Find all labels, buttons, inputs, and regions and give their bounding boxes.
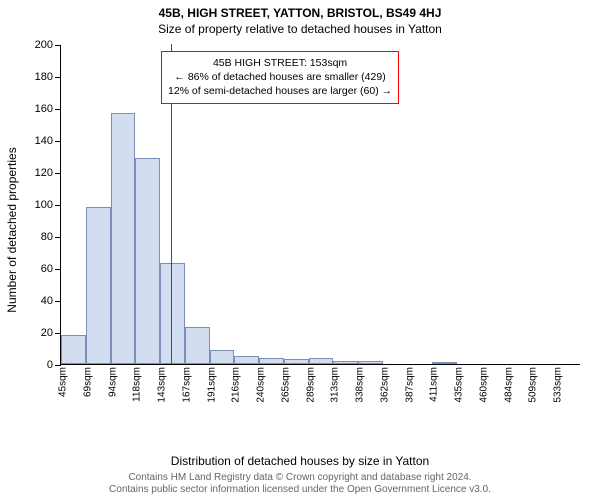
x-tick-label: 411sqm bbox=[429, 367, 440, 402]
annotation-box: 45B HIGH STREET: 153sqm← 86% of detached… bbox=[161, 51, 399, 104]
x-tick-label: 435sqm bbox=[454, 367, 465, 403]
x-tick-label: 338sqm bbox=[355, 367, 366, 403]
y-tick-label: 160 bbox=[35, 103, 61, 115]
x-tick-label: 484sqm bbox=[503, 367, 514, 403]
x-tick-label: 313sqm bbox=[330, 367, 341, 403]
histogram: 02040608010012014016018020045sqm69sqm94s… bbox=[60, 45, 580, 365]
plot-area: 02040608010012014016018020045sqm69sqm94s… bbox=[60, 45, 580, 415]
histogram-bar bbox=[210, 350, 235, 364]
y-tick-label: 140 bbox=[35, 135, 61, 147]
x-tick-label: 216sqm bbox=[231, 367, 242, 403]
x-tick-label: 118sqm bbox=[132, 367, 143, 402]
chart-title: 45B, HIGH STREET, YATTON, BRISTOL, BS49 … bbox=[0, 0, 600, 20]
histogram-bar bbox=[234, 356, 259, 364]
y-tick-label: 100 bbox=[35, 199, 61, 211]
annotation-line: ← 86% of detached houses are smaller (42… bbox=[168, 70, 392, 84]
histogram-bar bbox=[160, 263, 185, 364]
histogram-bar bbox=[358, 361, 383, 364]
y-tick-label: 120 bbox=[35, 167, 61, 179]
y-tick-label: 200 bbox=[35, 39, 61, 51]
histogram-bar bbox=[111, 113, 136, 364]
histogram-bar bbox=[259, 358, 284, 364]
x-tick-label: 265sqm bbox=[280, 367, 291, 403]
y-tick-label: 80 bbox=[41, 231, 61, 243]
x-tick-label: 533sqm bbox=[553, 367, 564, 403]
x-tick-label: 45sqm bbox=[58, 367, 69, 397]
histogram-bar bbox=[309, 358, 334, 364]
histogram-bar bbox=[284, 359, 309, 364]
x-axis-label: Distribution of detached houses by size … bbox=[0, 454, 600, 468]
x-tick-label: 362sqm bbox=[379, 367, 390, 403]
footer-line2: Contains public sector information licen… bbox=[0, 484, 600, 496]
y-tick-label: 40 bbox=[41, 295, 61, 307]
annotation-line: 12% of semi-detached houses are larger (… bbox=[168, 84, 392, 98]
footer-line1: Contains HM Land Registry data © Crown c… bbox=[0, 472, 600, 484]
y-tick-label: 20 bbox=[41, 327, 61, 339]
histogram-bar bbox=[185, 327, 210, 364]
histogram-bar bbox=[86, 207, 111, 364]
x-tick-label: 460sqm bbox=[478, 367, 489, 403]
chart-subtitle: Size of property relative to detached ho… bbox=[0, 20, 600, 36]
histogram-bar bbox=[432, 362, 457, 364]
y-axis-label: Number of detached properties bbox=[5, 147, 19, 312]
x-tick-label: 94sqm bbox=[107, 367, 118, 397]
x-tick-label: 509sqm bbox=[528, 367, 539, 403]
x-tick-label: 143sqm bbox=[157, 367, 168, 403]
histogram-bar bbox=[61, 335, 86, 364]
x-tick-label: 167sqm bbox=[181, 367, 192, 403]
x-tick-label: 289sqm bbox=[305, 367, 316, 403]
x-tick-label: 191sqm bbox=[206, 367, 217, 403]
y-tick-label: 60 bbox=[41, 263, 61, 275]
annotation-line: 45B HIGH STREET: 153sqm bbox=[168, 56, 392, 70]
x-tick-label: 387sqm bbox=[404, 367, 415, 403]
y-tick-label: 180 bbox=[35, 71, 61, 83]
x-tick-label: 240sqm bbox=[256, 367, 267, 403]
histogram-bar bbox=[333, 361, 358, 364]
histogram-bar bbox=[135, 158, 160, 364]
x-tick-label: 69sqm bbox=[82, 367, 93, 397]
footer-attribution: Contains HM Land Registry data © Crown c… bbox=[0, 472, 600, 496]
